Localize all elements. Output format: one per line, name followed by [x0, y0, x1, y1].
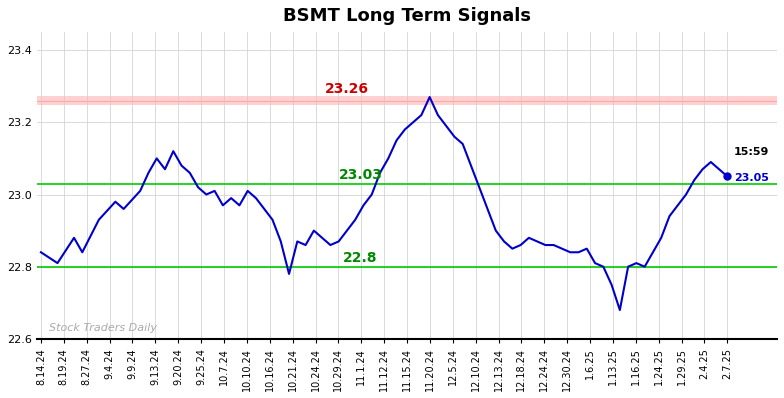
Point [721, 173, 734, 179]
Text: 23.03: 23.03 [339, 168, 383, 182]
Text: 22.8: 22.8 [343, 251, 378, 265]
Text: 23.26: 23.26 [325, 82, 368, 96]
Bar [37, 96, 777, 105]
Text: Stock Traders Daily: Stock Traders Daily [49, 324, 158, 334]
Text: 15:59: 15:59 [734, 146, 769, 156]
Text: 23.05: 23.05 [734, 173, 769, 183]
Title: BSMT Long Term Signals: BSMT Long Term Signals [283, 7, 531, 25]
